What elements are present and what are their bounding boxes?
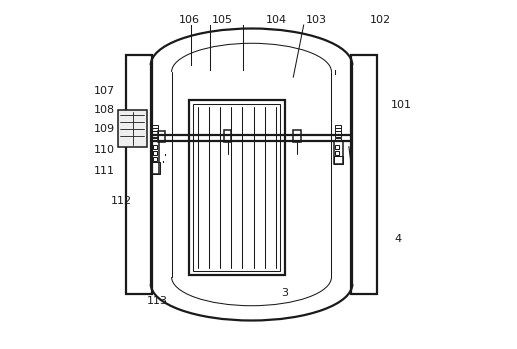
Text: 107: 107 xyxy=(94,86,114,96)
Text: 102: 102 xyxy=(370,15,391,25)
Bar xyxy=(118,110,146,147)
Text: 112: 112 xyxy=(111,195,132,206)
Text: 113: 113 xyxy=(147,296,168,306)
Bar xyxy=(127,54,153,295)
Text: 109: 109 xyxy=(94,124,114,134)
Bar xyxy=(151,131,158,134)
Bar xyxy=(293,130,301,142)
Bar xyxy=(335,151,340,155)
Bar xyxy=(334,141,343,164)
Text: 105: 105 xyxy=(211,15,233,25)
Text: 108: 108 xyxy=(94,105,114,115)
Text: 104: 104 xyxy=(265,15,286,25)
Text: 110: 110 xyxy=(94,145,114,155)
Bar xyxy=(153,141,159,174)
Bar xyxy=(334,156,343,164)
Bar xyxy=(153,145,157,149)
Text: 101: 101 xyxy=(390,100,412,110)
Bar xyxy=(335,138,341,140)
Text: 111: 111 xyxy=(94,166,114,176)
Text: 103: 103 xyxy=(306,15,326,25)
Bar xyxy=(224,130,232,142)
Text: 106: 106 xyxy=(178,15,200,25)
Bar xyxy=(152,162,160,174)
Bar xyxy=(151,134,158,137)
Bar xyxy=(335,131,341,134)
Bar xyxy=(351,54,377,295)
Bar xyxy=(158,131,165,142)
Bar xyxy=(153,151,157,155)
Bar xyxy=(335,134,341,137)
Text: 4: 4 xyxy=(394,234,401,244)
Bar xyxy=(335,125,341,128)
Bar xyxy=(151,128,158,131)
Bar xyxy=(193,104,280,271)
Bar xyxy=(151,138,158,140)
Bar xyxy=(335,128,341,131)
Bar xyxy=(151,125,158,128)
Bar xyxy=(189,100,284,275)
Bar xyxy=(153,157,157,161)
Text: 3: 3 xyxy=(281,288,288,298)
Bar xyxy=(335,145,340,149)
